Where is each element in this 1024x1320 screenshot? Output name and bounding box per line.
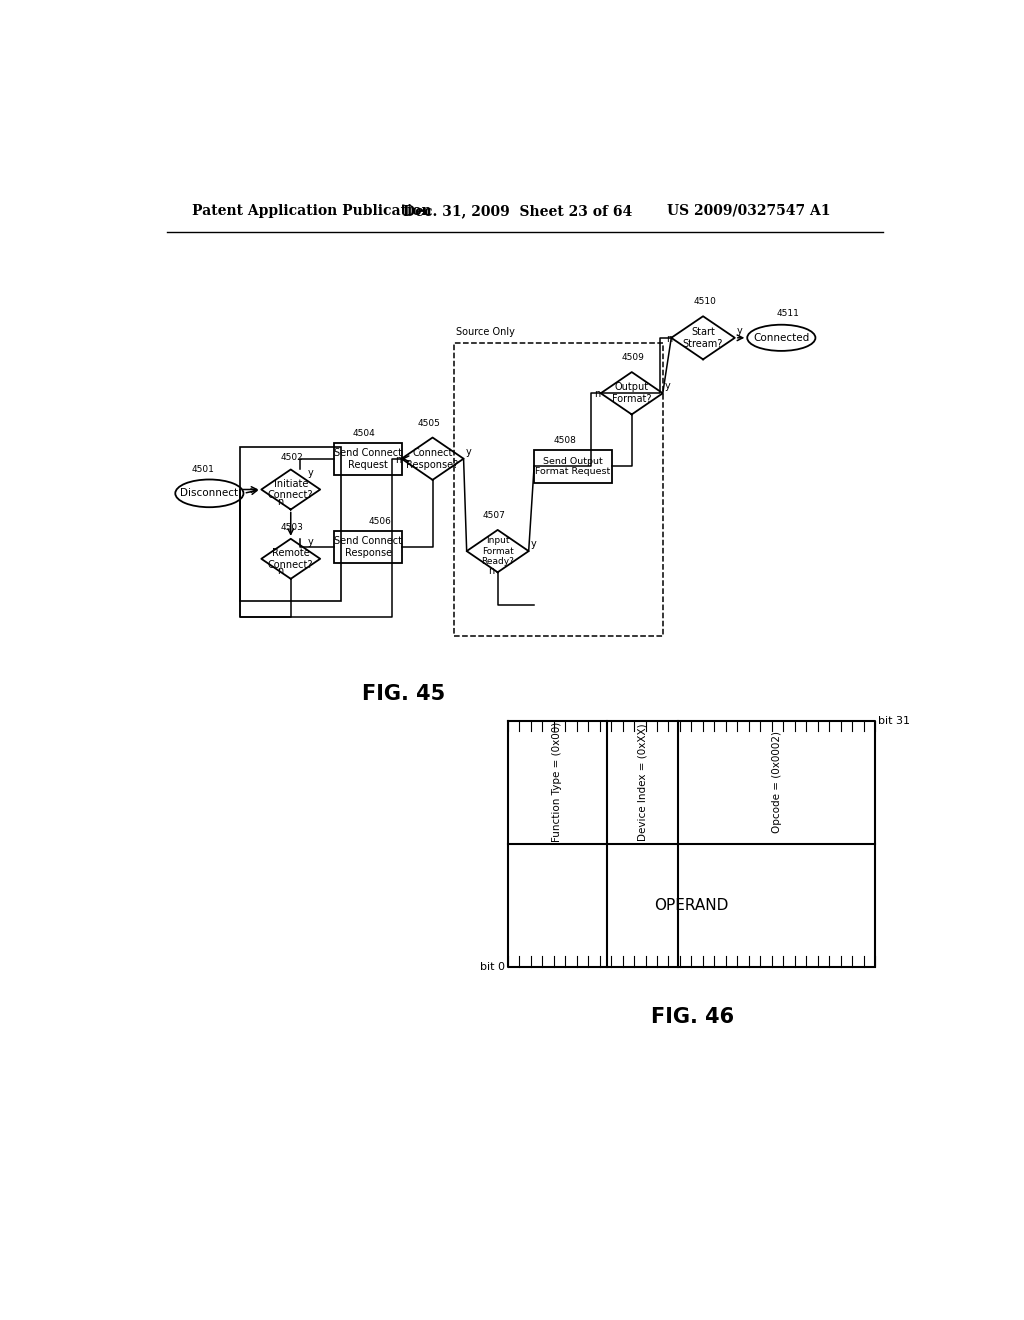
Text: bit 31: bit 31 <box>879 715 910 726</box>
Text: FIG. 46: FIG. 46 <box>650 1007 734 1027</box>
Text: Input
Format
Ready?: Input Format Ready? <box>481 536 514 566</box>
Text: OPERAND: OPERAND <box>654 898 729 913</box>
Text: Send Output
Format Request: Send Output Format Request <box>536 457 610 477</box>
Bar <box>241 447 341 601</box>
Text: 4509: 4509 <box>622 354 645 362</box>
Text: n: n <box>395 454 401 465</box>
Text: bit 0: bit 0 <box>479 962 505 972</box>
Text: y: y <box>530 540 536 549</box>
Text: Connected: Connected <box>754 333 809 343</box>
Text: 4507: 4507 <box>482 511 505 520</box>
Text: 4505: 4505 <box>417 418 440 428</box>
Text: Connect
Response?: Connect Response? <box>407 447 459 470</box>
Text: 4504: 4504 <box>353 429 376 438</box>
Text: Function Type = (0x00): Function Type = (0x00) <box>552 722 562 842</box>
Text: n: n <box>276 566 283 577</box>
Text: 4510: 4510 <box>693 297 716 306</box>
Text: Initiate
Connect?: Initiate Connect? <box>268 479 313 500</box>
Bar <box>334 442 402 475</box>
Text: Disconnect: Disconnect <box>180 488 239 499</box>
Text: Remote
Connect?: Remote Connect? <box>268 548 313 570</box>
Text: 4503: 4503 <box>281 523 304 532</box>
Text: Opcode = (0x0002): Opcode = (0x0002) <box>772 731 781 833</box>
Text: 4501: 4501 <box>191 465 215 474</box>
Text: Send Connect
Request: Send Connect Request <box>334 447 402 470</box>
Text: 4502: 4502 <box>281 453 304 462</box>
Text: Send Connect
Response: Send Connect Response <box>334 536 402 558</box>
Text: n: n <box>488 566 495 577</box>
Text: Output
Format?: Output Format? <box>612 383 651 404</box>
Bar <box>334 531 402 564</box>
Text: FIG. 45: FIG. 45 <box>361 684 444 704</box>
Bar <box>454 343 663 636</box>
Text: Dec. 31, 2009  Sheet 23 of 64: Dec. 31, 2009 Sheet 23 of 64 <box>403 203 633 218</box>
Text: Start
Stream?: Start Stream? <box>683 327 723 348</box>
Bar <box>535 450 611 483</box>
Text: n: n <box>276 496 283 507</box>
Text: 4508: 4508 <box>554 437 577 445</box>
Text: y: y <box>737 326 742 337</box>
Text: 4511: 4511 <box>776 309 799 318</box>
Text: Source Only: Source Only <box>456 327 515 337</box>
Text: 4506: 4506 <box>369 517 391 527</box>
Text: n: n <box>666 334 672 343</box>
Text: y: y <box>466 447 472 457</box>
Text: y: y <box>308 537 313 546</box>
Text: Patent Application Publication: Patent Application Publication <box>191 203 431 218</box>
Text: Device Index = (0xXX): Device Index = (0xXX) <box>638 723 647 841</box>
Text: y: y <box>665 381 670 392</box>
Text: n: n <box>595 389 601 399</box>
Text: US 2009/0327547 A1: US 2009/0327547 A1 <box>667 203 830 218</box>
Text: y: y <box>308 467 313 478</box>
